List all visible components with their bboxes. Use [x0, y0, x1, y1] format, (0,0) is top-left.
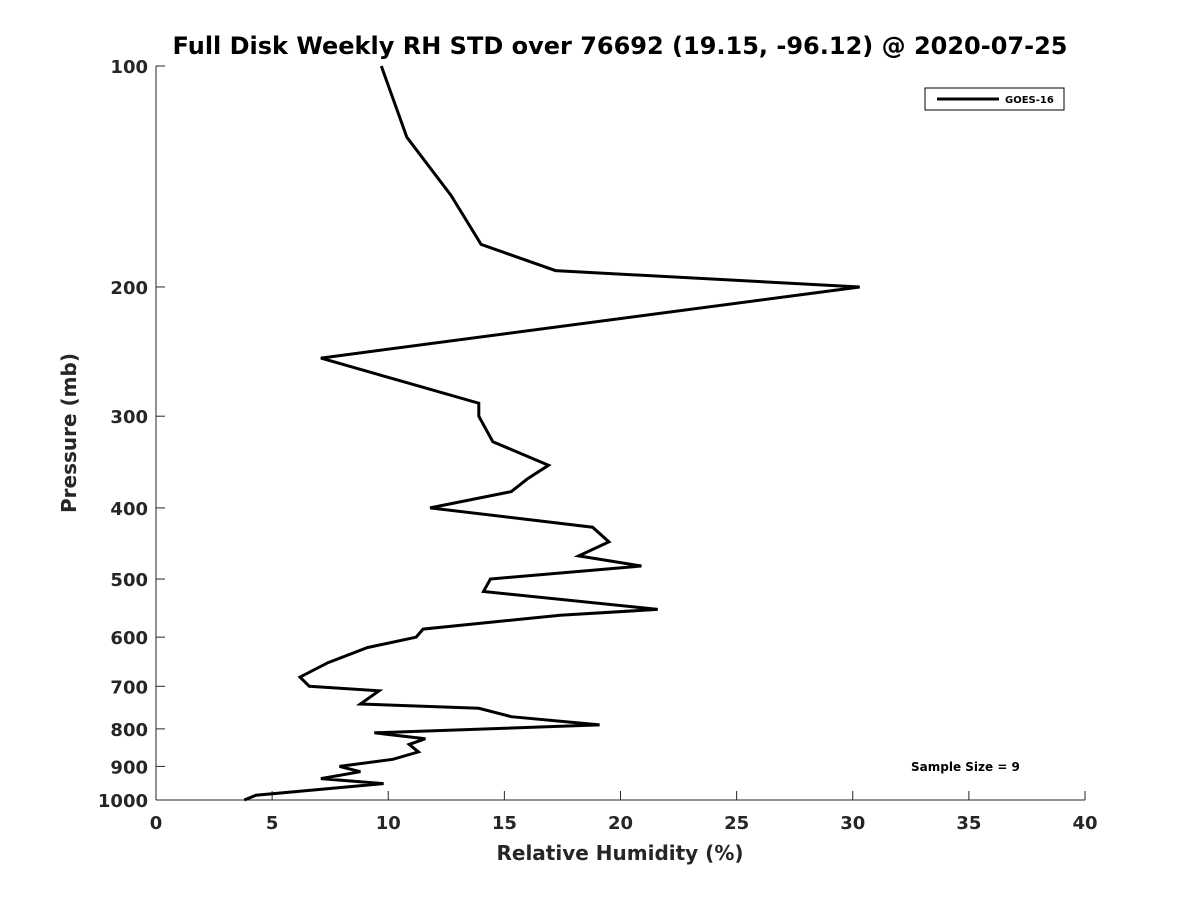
x-tick-label: 40 — [1072, 813, 1097, 834]
legend: GOES-16 — [924, 87, 1065, 111]
y-tick-label: 700 — [110, 677, 148, 698]
x-tick-label: 30 — [840, 813, 865, 834]
y-tick-label: 200 — [110, 278, 148, 299]
y-tick-label: 300 — [110, 407, 148, 428]
y-tick-label: 800 — [110, 720, 148, 741]
y-tick-label: 500 — [110, 570, 148, 591]
legend-label-goes-16: GOES-16 — [1005, 95, 1054, 106]
chart-title: Full Disk Weekly RH STD over 76692 (19.1… — [173, 32, 1068, 60]
x-tick-label: 5 — [266, 813, 279, 834]
series-line-goes-16 — [243, 65, 860, 802]
y-tick-label: 1000 — [98, 791, 148, 812]
y-tick-label: 400 — [110, 499, 148, 520]
x-tick-label: 15 — [492, 813, 517, 834]
series-layer — [243, 65, 860, 802]
y-tick-label: 900 — [110, 757, 148, 778]
x-tick-label: 25 — [724, 813, 749, 834]
sample-size-annotation: Sample Size = 9 — [911, 760, 1020, 774]
plot-area — [155, 66, 1085, 801]
y-tick-label: 600 — [110, 628, 148, 649]
x-tick-label: 20 — [608, 813, 633, 834]
y-axis-label: Pressure (mb) — [57, 353, 81, 513]
x-axis-label: Relative Humidity (%) — [496, 841, 743, 865]
x-tick-label: 35 — [956, 813, 981, 834]
x-axis-ticks: 0 5 10 15 20 25 30 35 40 — [150, 791, 1098, 834]
x-tick-label: 0 — [150, 813, 163, 834]
y-axis-ticks: 100 200 300 400 500 600 700 800 900 1000 — [98, 57, 165, 812]
y-tick-label: 100 — [110, 57, 148, 78]
x-tick-label: 10 — [376, 813, 401, 834]
